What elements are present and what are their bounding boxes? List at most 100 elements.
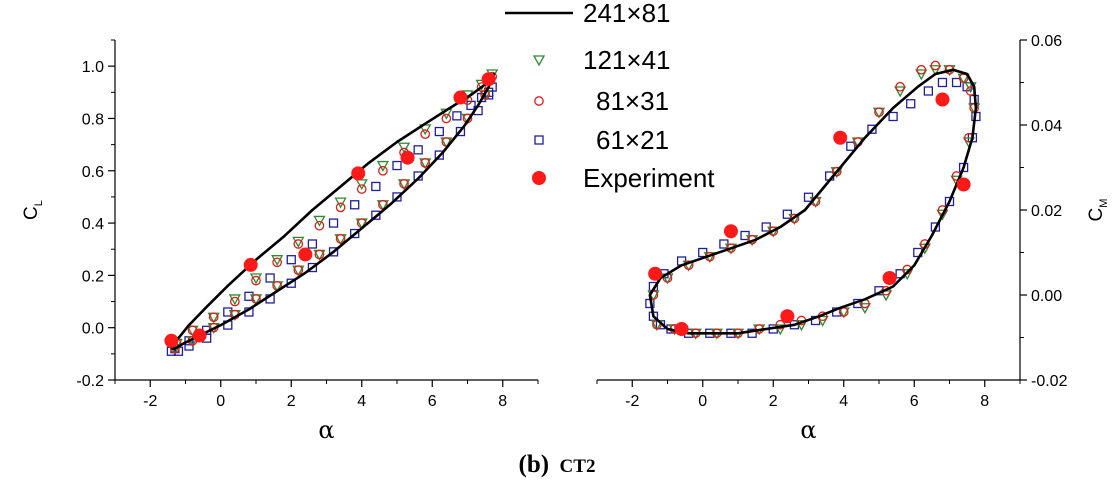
series-81-31 [170, 71, 498, 354]
legend-entry: Experiment [532, 163, 715, 193]
data-point [833, 130, 848, 145]
y-tick-label: 0.02 [1031, 203, 1062, 220]
y-axis-label-sub: L [33, 200, 45, 206]
series-121-41 [168, 69, 499, 355]
caption-label: (b) [519, 451, 550, 478]
data-point [399, 178, 409, 189]
x-tick-label: 0 [698, 393, 707, 410]
x-tick-label: 8 [980, 393, 989, 410]
x-tick-label: 6 [910, 393, 919, 410]
data-point [392, 160, 402, 171]
x-axis-label: α [800, 416, 816, 444]
legend-label: 81×31 [596, 86, 669, 116]
x-tick-label: 8 [498, 393, 507, 410]
data-point [251, 275, 261, 286]
data-point [192, 328, 207, 343]
data-point [915, 69, 928, 81]
data-point [441, 113, 452, 124]
cl-chart-panel: -2 0 2 4 6 8 -0.2 0.0 0.2 0.4 0.6 0.8 1.0 α CL [21, 39, 539, 444]
data-point [768, 226, 779, 237]
figure-caption: (b) CT2 [519, 451, 596, 478]
data-point [956, 177, 971, 192]
data-point [929, 65, 942, 77]
caption-name: CT2 [560, 456, 596, 477]
data-point [918, 243, 931, 255]
data-point [481, 72, 496, 87]
data-point [272, 257, 282, 268]
data-point [355, 179, 368, 191]
data-point [882, 271, 897, 285]
data-point [298, 247, 313, 262]
legend-label: 241×81 [583, 0, 670, 28]
data-point [313, 215, 326, 227]
data-point [293, 265, 304, 276]
data-point [648, 266, 663, 281]
data-point [434, 150, 444, 160]
data-point [286, 255, 296, 265]
data-point [376, 160, 390, 172]
legend-label: 61×21 [596, 125, 669, 155]
x-tick-label: 4 [839, 393, 848, 410]
data-point [894, 86, 907, 98]
data-point [335, 233, 346, 244]
data-point [271, 255, 284, 267]
data-point [923, 86, 933, 96]
legend-entry: 241×81 [505, 0, 670, 28]
series-61-21 [645, 77, 981, 338]
y-tick-label: 0.2 [82, 268, 104, 285]
data-point [944, 196, 955, 207]
y-tick-label: 1.0 [82, 59, 104, 76]
data-point [789, 213, 800, 224]
data-point [452, 111, 462, 121]
series-experiment [648, 92, 971, 336]
data-point [397, 142, 411, 154]
series-experiment [164, 72, 496, 348]
y-tick-label: -0.2 [76, 373, 104, 390]
data-point [906, 99, 916, 109]
data-point [937, 77, 948, 88]
x-tick-label: -2 [143, 393, 157, 410]
data-point [243, 257, 258, 272]
data-point [846, 141, 856, 151]
cm-chart-panel: -2 0 2 4 6 8 -0.02 0.00 0.02 0.04 0.06 α CM [596, 33, 1110, 444]
data-point [935, 92, 950, 107]
data-point [350, 228, 360, 239]
data-point [434, 126, 444, 137]
data-point [378, 165, 388, 176]
y-tick-label: 0.4 [82, 216, 104, 233]
data-point [228, 294, 241, 306]
x-tick-label: 2 [769, 393, 778, 410]
y-axis-label-sub: M [1098, 199, 1110, 208]
y-tick-label: 0.0 [82, 321, 104, 338]
data-point [314, 220, 325, 231]
y-tick-label: 0.8 [82, 111, 104, 128]
x-tick-label: 6 [428, 393, 437, 410]
data-point [328, 247, 339, 257]
data-point [334, 197, 347, 209]
data-point [293, 239, 304, 249]
data-point [831, 166, 842, 177]
data-point [775, 319, 786, 330]
x-tick-label: -2 [625, 393, 639, 410]
data-point [164, 333, 179, 348]
data-point [400, 150, 415, 165]
data-point [328, 218, 339, 228]
data-point [747, 328, 757, 338]
y-axis-label: CM [1086, 199, 1110, 222]
legend-swatch-marker [532, 55, 546, 67]
data-point [888, 111, 898, 122]
x-axis-label: α [318, 416, 334, 444]
data-point [780, 309, 795, 324]
data-point [265, 273, 275, 283]
data-point [420, 129, 431, 140]
data-point [292, 236, 305, 248]
data-point [351, 166, 366, 181]
legend-label: Experiment [583, 163, 715, 193]
data-point [392, 192, 402, 202]
data-point [951, 77, 962, 88]
series-line [170, 72, 496, 350]
y-tick-label: -0.02 [1031, 373, 1068, 390]
data-point [726, 243, 736, 254]
data-point [936, 209, 949, 221]
